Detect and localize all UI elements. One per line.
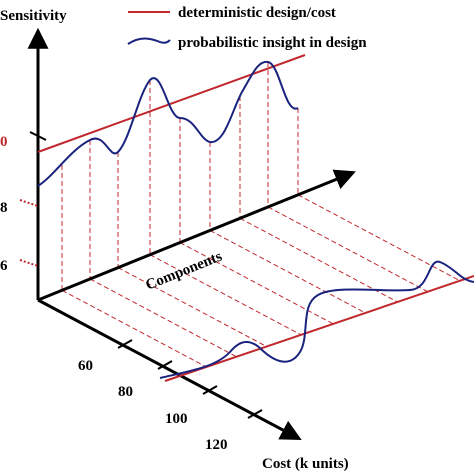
cost-ticks <box>117 339 263 419</box>
dashed-line <box>209 229 366 314</box>
dashed-line <box>239 217 398 303</box>
tick-label: 120 <box>205 437 228 453</box>
tick-label: 8 <box>0 200 8 216</box>
tick <box>19 259 39 267</box>
dashed-line <box>297 194 461 282</box>
dashed-line <box>61 289 207 368</box>
tick-label: 100 <box>165 411 188 427</box>
dashed-line <box>149 254 302 336</box>
axis-label: Components <box>144 249 225 294</box>
dashed-line <box>117 267 267 347</box>
tick-label: 80 <box>118 384 133 400</box>
axis-label: Cost (k units) <box>262 456 349 472</box>
projection-lines <box>61 62 461 368</box>
legend-label: probabilistic insight in design <box>178 35 367 51</box>
tick <box>29 131 47 141</box>
tick-label: 60 <box>78 358 93 374</box>
deterministic-line <box>164 275 474 382</box>
tick-label: 0 <box>0 134 8 150</box>
probabilistic-curve <box>37 60 299 187</box>
dashed-line <box>267 206 428 293</box>
deterministic-line <box>37 54 306 153</box>
tick-label: 6 <box>0 258 8 274</box>
probabilistic-curve <box>159 260 474 379</box>
legend-label: deterministic design/cost <box>178 5 336 21</box>
components-axis <box>37 169 356 302</box>
dashed-line <box>89 278 237 358</box>
axis-label: Sensitivity <box>0 8 67 24</box>
tick <box>19 199 39 207</box>
legend-swatch <box>127 37 171 45</box>
